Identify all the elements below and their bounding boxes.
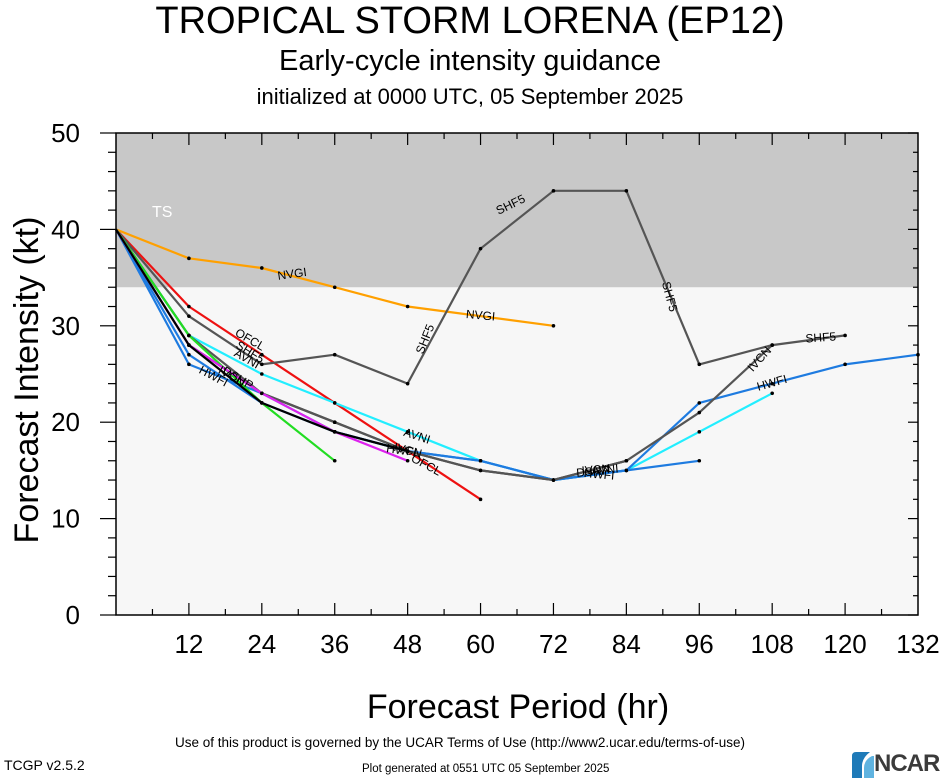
data-point xyxy=(187,352,191,357)
data-point xyxy=(770,391,774,396)
chart-title: TROPICAL STORM LORENA (EP12) xyxy=(155,0,785,42)
y-axis-title: Forecast Intensity (kt) xyxy=(8,217,46,544)
initialization-time: initialized at 0000 UTC, 05 September 20… xyxy=(256,84,684,109)
data-point xyxy=(405,304,410,309)
ncar-logo: NCAR xyxy=(850,748,940,780)
data-point xyxy=(187,343,191,347)
x-axis-title: Forecast Period (hr) xyxy=(367,688,669,726)
data-point xyxy=(624,458,629,463)
data-point xyxy=(697,458,702,463)
data-point xyxy=(187,333,191,338)
x-tick-label: 24 xyxy=(247,629,276,659)
y-tick-label: 50 xyxy=(51,118,80,148)
ts-band-label: TS xyxy=(152,204,172,221)
series-line-avni xyxy=(115,228,773,482)
x-tick-label: 12 xyxy=(174,629,203,659)
generated-timestamp: Plot generated at 0551 UTC 05 September … xyxy=(362,763,610,775)
data-point xyxy=(332,430,337,434)
model-label: AVNI xyxy=(591,461,619,477)
data-point xyxy=(332,458,337,463)
x-tick-label: 120 xyxy=(823,629,866,659)
data-point xyxy=(260,391,264,396)
x-tick-label: 132 xyxy=(896,629,939,659)
ts-band xyxy=(116,133,918,288)
model-label: DSHP xyxy=(576,463,610,480)
data-point xyxy=(405,449,410,453)
data-point xyxy=(697,410,702,415)
data-point xyxy=(187,304,191,309)
model-label: NVGI xyxy=(277,265,308,283)
ncar-logo-text: NCAR xyxy=(874,750,940,777)
data-point xyxy=(843,333,847,338)
data-point xyxy=(260,266,264,270)
data-point xyxy=(697,362,702,367)
data-point xyxy=(260,362,264,367)
data-point xyxy=(332,401,337,405)
data-point xyxy=(187,314,191,318)
ncar-logo-icon xyxy=(852,752,874,778)
model-label: SHF5 xyxy=(805,329,837,345)
data-point xyxy=(843,362,847,367)
x-tick-label: 60 xyxy=(466,629,495,659)
x-tick-label: 108 xyxy=(750,629,793,659)
x-tick-label: 84 xyxy=(612,629,641,659)
data-point xyxy=(770,343,774,347)
data-point xyxy=(478,468,483,473)
data-point xyxy=(770,381,774,386)
data-point xyxy=(478,246,483,251)
series-line-ivcn xyxy=(115,228,773,482)
data-point xyxy=(405,381,410,386)
data-point xyxy=(405,430,410,434)
terms-of-use-text: Use of this product is governed by the U… xyxy=(175,735,745,750)
data-point xyxy=(332,285,337,290)
data-point xyxy=(478,458,483,463)
data-point xyxy=(551,324,556,328)
data-point xyxy=(260,352,264,357)
data-point xyxy=(332,352,337,357)
y-tick-label: 20 xyxy=(51,407,80,437)
data-point xyxy=(478,497,483,502)
x-tick-label: 36 xyxy=(320,629,349,659)
x-tick-label: 96 xyxy=(685,629,714,659)
chart-subtitle: Early-cycle intensity guidance xyxy=(278,45,661,77)
data-point xyxy=(697,430,702,434)
x-tick-label: 48 xyxy=(393,629,422,659)
model-label: HWFI xyxy=(386,441,418,459)
data-point xyxy=(187,362,191,367)
model-label: NVGI xyxy=(465,307,495,324)
series-line-ofcl xyxy=(115,228,482,501)
data-point xyxy=(260,401,264,405)
version-label: TCGP v2.5.2 xyxy=(4,757,85,773)
data-point xyxy=(332,420,337,425)
model-label: IVCN xyxy=(581,461,611,477)
data-point xyxy=(551,478,556,482)
data-point xyxy=(551,189,556,193)
data-point xyxy=(697,401,702,405)
x-tick-label: 72 xyxy=(539,629,568,659)
y-tick-label: 10 xyxy=(51,504,80,534)
data-point xyxy=(405,458,410,463)
data-point xyxy=(624,468,629,473)
data-point xyxy=(260,372,264,376)
data-point xyxy=(624,189,629,193)
y-tick-label: 30 xyxy=(51,311,80,341)
data-point xyxy=(187,256,191,261)
y-tick-label: 0 xyxy=(66,600,80,630)
y-tick-label: 40 xyxy=(51,214,80,244)
series-line-nvgi xyxy=(115,228,554,327)
model-label: HWFI xyxy=(583,466,615,483)
